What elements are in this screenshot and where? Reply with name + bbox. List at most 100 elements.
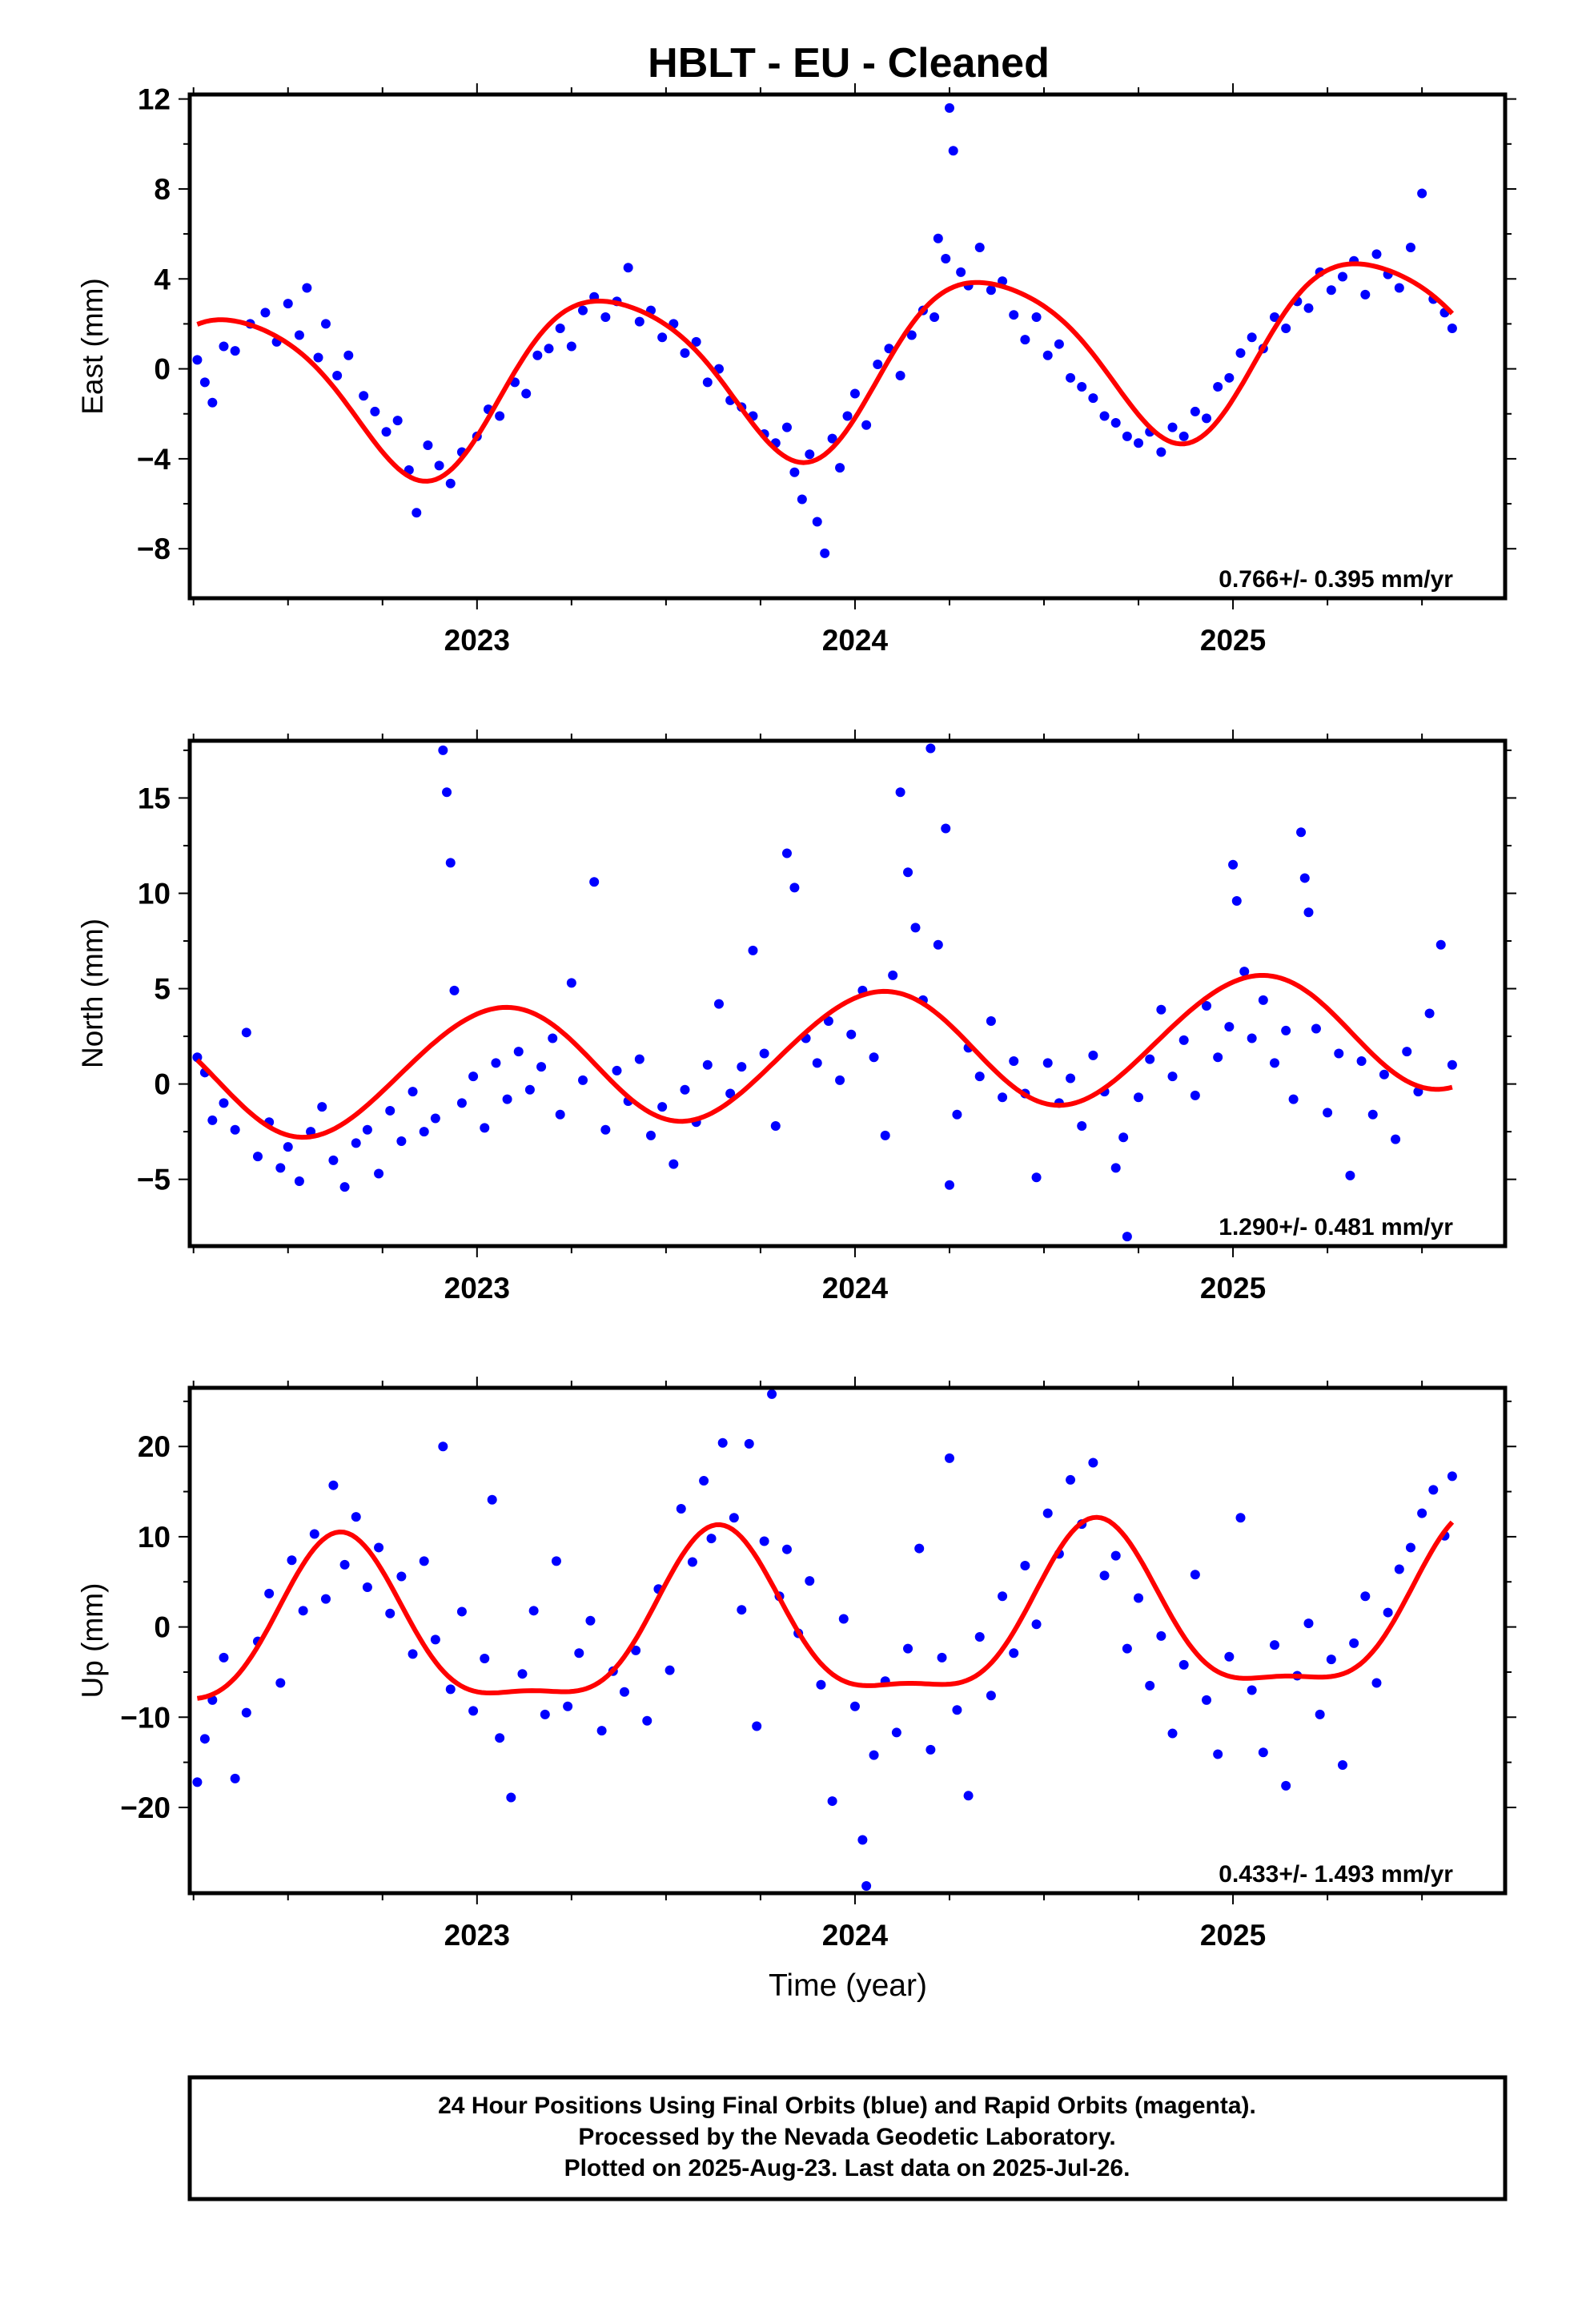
footer-line-3: Plotted on 2025-Aug-23. Last data on 202… xyxy=(564,2155,1130,2181)
east-data-point xyxy=(702,377,713,388)
east-data-point xyxy=(812,517,822,527)
east-data-point xyxy=(192,355,203,365)
north-data-point xyxy=(789,883,800,893)
north-data-point xyxy=(536,1062,547,1072)
up-tick-marks xyxy=(179,1377,1516,1904)
east-data-point xyxy=(1110,417,1121,428)
north-data-point xyxy=(713,999,724,1009)
east-y-tick-label: −4 xyxy=(137,443,171,476)
north-data-point xyxy=(1228,859,1239,870)
north-data-point xyxy=(1031,1172,1042,1183)
east-data-point xyxy=(691,336,701,347)
up-data-point xyxy=(1447,1471,1457,1482)
up-data-point xyxy=(781,1544,792,1554)
north-data-point xyxy=(566,978,576,988)
up-panel: −20 −10 0 10 20 2023 2024 2025 Up (mm) 0.433+/- 1… xyxy=(76,1377,1516,1952)
north-data-point xyxy=(680,1084,690,1095)
east-data-point xyxy=(1122,431,1132,441)
east-data-point xyxy=(827,433,837,444)
north-data-point xyxy=(1391,1134,1401,1144)
up-data-point xyxy=(1326,1655,1336,1665)
north-data-point xyxy=(1296,827,1307,838)
north-y-axis-label: North (mm) xyxy=(76,919,109,1068)
north-rate-label: 1.290+/- 0.481 mm/yr xyxy=(1219,1214,1453,1240)
east-data-point xyxy=(1360,289,1371,300)
up-plot-frame xyxy=(187,1385,1508,1896)
east-data-point xyxy=(873,359,883,369)
north-data-point xyxy=(1066,1073,1076,1084)
east-data-point xyxy=(207,397,218,408)
up-data-point xyxy=(298,1606,308,1616)
north-data-point xyxy=(944,1180,954,1190)
north-data-point xyxy=(1145,1054,1155,1064)
east-y-tick-label: −8 xyxy=(137,533,171,565)
north-data-point xyxy=(1281,1025,1291,1035)
up-data-point xyxy=(264,1588,275,1598)
north-data-point xyxy=(910,923,921,933)
up-data-point xyxy=(1360,1591,1371,1602)
up-data-point xyxy=(506,1792,516,1803)
up-data-point xyxy=(1178,1659,1189,1670)
up-data-point xyxy=(737,1605,747,1615)
east-tick-marks xyxy=(179,83,1516,609)
north-fit-curve xyxy=(195,973,1453,1140)
north-data-point xyxy=(1258,995,1268,1005)
north-data-point xyxy=(600,1124,611,1135)
north-data-point xyxy=(903,867,913,878)
north-data-point xyxy=(846,1029,857,1039)
north-data-point xyxy=(759,1048,769,1059)
up-data-point xyxy=(1247,1685,1257,1695)
north-data-point xyxy=(1447,1059,1457,1070)
east-data-point xyxy=(623,263,633,273)
east-data-point xyxy=(1224,372,1235,383)
up-data-point xyxy=(362,1582,372,1593)
east-data-point xyxy=(933,233,943,243)
up-data-points xyxy=(192,1389,1457,1891)
north-data-point xyxy=(1178,1035,1189,1045)
north-data-point xyxy=(1088,1050,1098,1060)
north-data-point xyxy=(1367,1109,1378,1120)
east-data-point xyxy=(805,449,815,460)
up-data-point xyxy=(687,1557,697,1567)
east-data-point xyxy=(445,478,456,489)
up-data-point xyxy=(838,1614,849,1624)
up-data-point xyxy=(729,1513,739,1523)
up-data-point xyxy=(1337,1759,1347,1770)
up-data-point xyxy=(1270,1640,1280,1651)
up-data-point xyxy=(540,1709,550,1719)
north-data-point xyxy=(491,1058,501,1068)
east-x-tick-label: 2025 xyxy=(1200,624,1266,657)
north-data-point xyxy=(1334,1048,1344,1059)
north-data-point xyxy=(513,1047,524,1057)
east-data-point xyxy=(1054,339,1064,349)
east-data-point xyxy=(302,283,312,293)
east-data-point xyxy=(1156,447,1166,457)
north-data-point xyxy=(396,1136,407,1147)
east-data-point xyxy=(820,548,830,558)
east-data-point xyxy=(532,350,543,360)
north-data-point xyxy=(328,1155,339,1165)
north-data-point xyxy=(294,1176,304,1187)
north-data-point xyxy=(888,970,898,980)
up-data-point xyxy=(430,1634,440,1645)
east-data-point xyxy=(1303,303,1314,313)
up-data-point xyxy=(385,1608,396,1618)
up-data-point xyxy=(631,1645,641,1655)
up-data-point xyxy=(396,1571,407,1582)
up-data-point xyxy=(199,1734,210,1744)
up-data-point xyxy=(1303,1618,1314,1629)
up-data-point xyxy=(665,1665,675,1675)
north-y-tick-label: 0 xyxy=(154,1068,171,1101)
east-data-point xyxy=(1009,310,1019,320)
up-data-point xyxy=(759,1536,769,1546)
up-data-point xyxy=(619,1687,629,1697)
up-data-point xyxy=(574,1648,584,1659)
east-data-point xyxy=(1202,413,1212,424)
north-data-point xyxy=(524,1084,535,1095)
east-data-point xyxy=(634,316,644,327)
up-data-point xyxy=(1371,1678,1382,1688)
north-y-tick-label: 10 xyxy=(138,877,171,910)
north-data-point xyxy=(1424,1008,1435,1019)
north-data-point xyxy=(1009,1056,1019,1067)
